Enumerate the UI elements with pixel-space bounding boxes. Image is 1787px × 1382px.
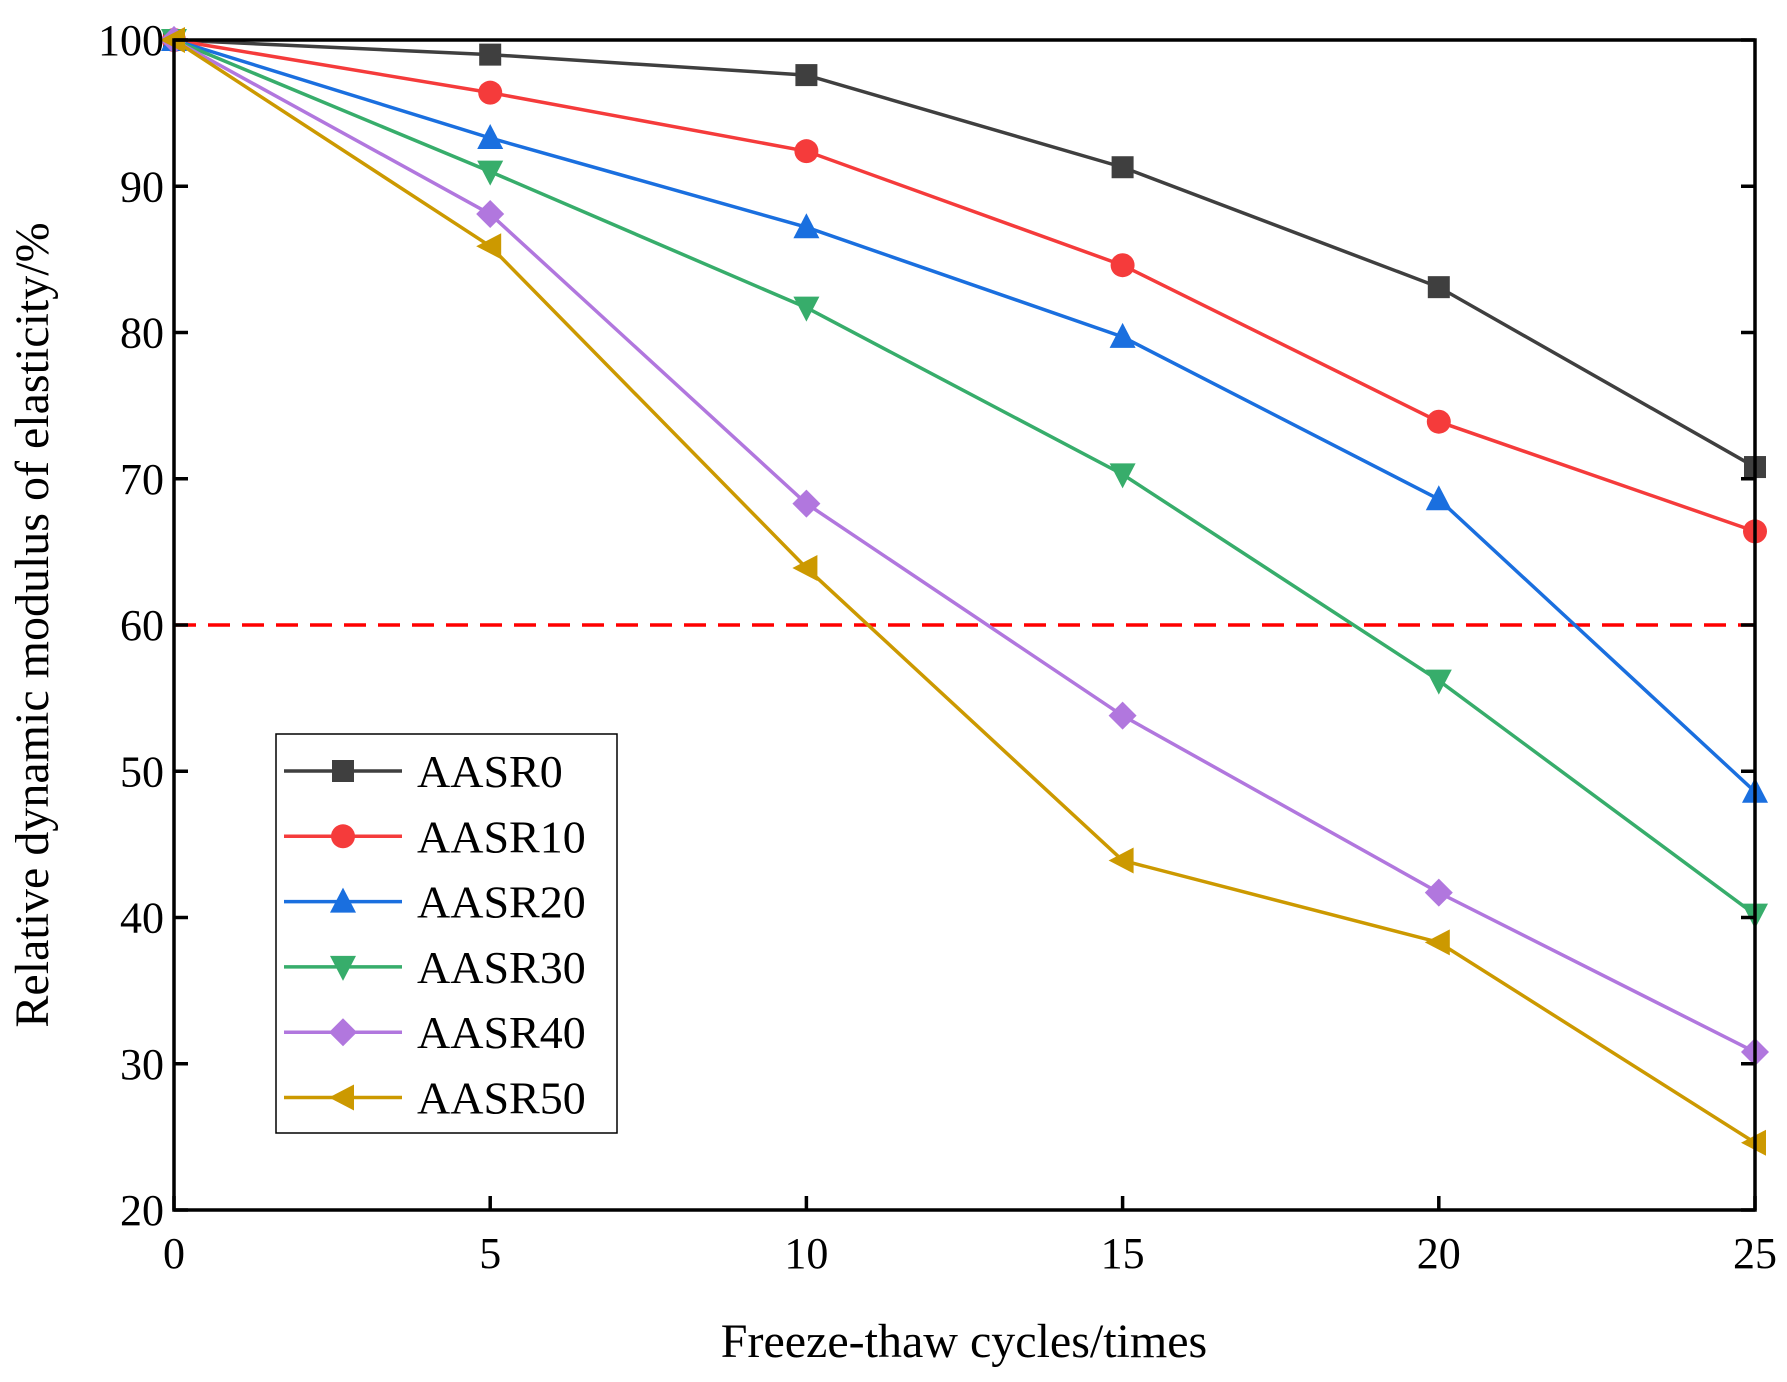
- legend-label: AASR30: [417, 942, 586, 993]
- data-point: [479, 43, 502, 66]
- series-line: [173, 38, 1756, 1145]
- x-tick-label: 20: [1417, 1229, 1461, 1278]
- legend-label: AASR10: [417, 811, 586, 862]
- series-line: [173, 38, 1757, 794]
- y-tick-label: 20: [120, 1186, 164, 1235]
- data-point: [478, 80, 503, 105]
- series-line: [173, 38, 1756, 1054]
- legend-box: [275, 733, 618, 1134]
- data-point: [477, 160, 504, 186]
- x-tick-label: 25: [1733, 1229, 1777, 1278]
- data-point: [792, 554, 818, 581]
- y-tick-label: 60: [120, 601, 164, 650]
- data-point: [795, 64, 818, 87]
- legend-item-AASR30: AASR30: [284, 942, 586, 993]
- x-tick-label: 10: [784, 1229, 828, 1278]
- data-point: [793, 296, 820, 322]
- data-point: [794, 139, 819, 164]
- y-tick-label: 50: [120, 747, 164, 796]
- y-tick-label: 90: [120, 162, 164, 211]
- legend-item-AASR20: AASR20: [284, 877, 586, 928]
- legend-item-AASR10: AASR10: [284, 811, 586, 862]
- series-AASR10: [162, 28, 1767, 544]
- data-point: [1426, 409, 1451, 434]
- data-point: [1111, 156, 1134, 179]
- data-point: [793, 213, 820, 239]
- data-point: [1108, 701, 1137, 730]
- data-point: [1427, 276, 1450, 299]
- x-axis-label: Freeze-thaw cycles/times: [721, 1315, 1207, 1368]
- legend-label: AASR40: [417, 1007, 586, 1058]
- y-tick-label: 30: [120, 1040, 164, 1089]
- data-point: [476, 233, 502, 260]
- legend-item-AASR40: AASR40: [284, 1007, 586, 1058]
- y-tick-label: 40: [120, 894, 164, 943]
- legend-label: AASR50: [417, 1073, 586, 1124]
- data-point: [1424, 929, 1450, 956]
- legend: AASR0 AASR10 AASR20 AASR30 AASR40 AASR50: [275, 733, 618, 1134]
- y-tick-label: 70: [120, 455, 164, 504]
- legend-marker: [329, 1084, 354, 1111]
- legend-marker: [329, 1018, 357, 1047]
- legend-marker: [330, 887, 356, 913]
- data-point: [1425, 669, 1452, 695]
- legend-marker: [332, 760, 354, 782]
- legend-marker: [330, 955, 356, 981]
- legend-marker: [331, 824, 355, 849]
- y-tick-label: 100: [98, 16, 164, 65]
- data-point: [476, 200, 505, 229]
- legend-item-AASR50: AASR50: [284, 1073, 586, 1124]
- series-AASR20: [161, 26, 1768, 803]
- legend-label: AASR0: [417, 746, 563, 797]
- data-point: [477, 123, 504, 149]
- data-point: [1109, 463, 1136, 489]
- data-point: [1108, 847, 1134, 874]
- y-tick-label: 80: [120, 309, 164, 358]
- series-line: [173, 38, 1757, 916]
- data-point: [792, 489, 821, 518]
- data-point: [1425, 485, 1452, 511]
- series-line: [173, 38, 1756, 534]
- series-line: [173, 38, 1756, 469]
- x-tick-label: 5: [479, 1229, 501, 1278]
- legend-label: AASR20: [417, 877, 586, 928]
- y-axis-label: Relative dynamic modulus of elasticity/%: [6, 222, 59, 1027]
- x-tick-label: 0: [163, 1229, 185, 1278]
- x-tick-label: 15: [1101, 1229, 1145, 1278]
- data-point: [1110, 253, 1135, 278]
- data-point: [1424, 878, 1453, 907]
- series-AASR0: [163, 29, 1766, 479]
- legend-item-AASR0: AASR0: [284, 746, 563, 797]
- axis-ticks: 0 5 10 15 20 25 20 30 40 50 60 70 80 90 100: [98, 16, 1777, 1278]
- data-point: [1109, 322, 1136, 348]
